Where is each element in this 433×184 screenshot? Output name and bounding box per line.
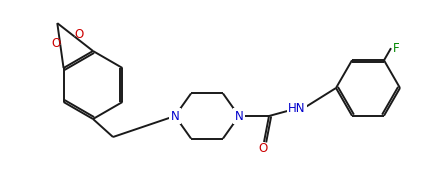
Text: HN: HN — [288, 102, 306, 114]
Text: O: O — [52, 37, 61, 50]
Text: N: N — [235, 109, 243, 123]
Text: F: F — [393, 42, 399, 55]
Text: N: N — [171, 109, 179, 123]
Text: O: O — [75, 28, 84, 41]
Text: O: O — [259, 141, 268, 155]
